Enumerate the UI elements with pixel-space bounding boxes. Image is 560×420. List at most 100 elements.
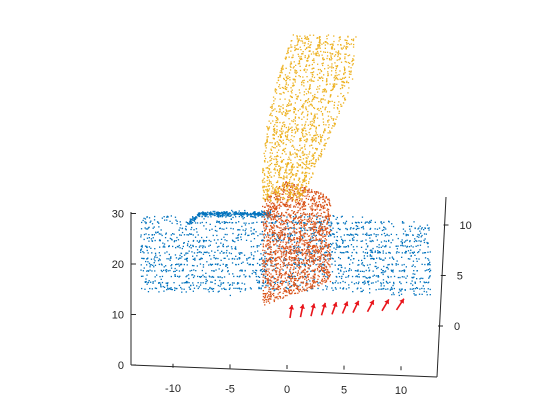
yellow-point xyxy=(335,75,336,76)
blue-point xyxy=(338,228,339,229)
yellow-point xyxy=(294,107,295,108)
orange-point xyxy=(269,302,270,303)
blue-point xyxy=(371,283,372,284)
orange-point xyxy=(327,250,328,251)
orange-point xyxy=(305,258,306,259)
blue-point xyxy=(248,223,249,224)
orange-point xyxy=(310,242,311,243)
yellow-point xyxy=(307,57,308,58)
orange-point xyxy=(307,234,308,235)
yellow-point xyxy=(270,181,271,182)
orange-point xyxy=(289,206,290,207)
blue-point xyxy=(247,263,248,264)
blue-point xyxy=(398,238,399,239)
orange-point xyxy=(271,247,272,248)
orange-point xyxy=(264,265,265,266)
yellow-point xyxy=(280,167,281,168)
yellow-point xyxy=(289,79,290,80)
blue-point xyxy=(208,289,209,290)
orange-point xyxy=(293,206,294,207)
orange-point xyxy=(299,239,300,240)
blue-point xyxy=(430,294,431,295)
yellow-point xyxy=(290,67,291,68)
blue-point xyxy=(331,223,332,224)
blue-point xyxy=(340,271,341,272)
orange-point xyxy=(304,196,305,197)
yellow-point xyxy=(335,54,336,55)
blue-point xyxy=(187,245,188,246)
orange-point xyxy=(279,186,280,187)
orange-point xyxy=(280,206,281,207)
blue-point xyxy=(352,291,353,292)
blue-point xyxy=(383,266,384,267)
orange-point xyxy=(290,246,291,247)
orange-point xyxy=(286,273,287,274)
yellow-point xyxy=(274,138,275,139)
orange-point xyxy=(288,209,289,210)
orange-point xyxy=(310,283,311,284)
yellow-point xyxy=(275,144,276,145)
orange-point xyxy=(293,272,294,273)
yellow-point xyxy=(346,40,347,41)
blue-point xyxy=(375,266,376,267)
yellow-point xyxy=(328,68,329,69)
orange-point xyxy=(289,256,290,257)
yellow-point xyxy=(287,194,288,195)
orange-point xyxy=(292,277,293,278)
orange-point xyxy=(325,229,326,230)
orange-point xyxy=(279,234,280,235)
orange-point xyxy=(322,196,323,197)
blue-point xyxy=(183,246,184,247)
yellow-point xyxy=(295,120,296,121)
blue-point xyxy=(402,243,403,244)
yellow-point xyxy=(288,47,289,48)
orange-point xyxy=(315,193,316,194)
yellow-point xyxy=(286,87,287,88)
blue-point xyxy=(352,276,353,277)
blue-point xyxy=(210,241,211,242)
blue-point xyxy=(378,289,379,290)
orange-point xyxy=(272,228,273,229)
blue-point xyxy=(143,218,144,219)
blue-point xyxy=(275,221,276,222)
yellow-point xyxy=(290,44,291,45)
blue-point xyxy=(245,232,246,233)
blue-point xyxy=(337,236,338,237)
orange-point xyxy=(307,260,308,261)
blue-point xyxy=(213,211,214,212)
blue-point xyxy=(161,264,162,265)
orange-point xyxy=(296,248,297,249)
yellow-point xyxy=(344,56,345,57)
blue-point xyxy=(186,252,187,253)
blue-point xyxy=(383,282,384,283)
blue-point xyxy=(388,241,389,242)
blue-point xyxy=(343,274,344,275)
blue-point xyxy=(200,284,201,285)
blue-point xyxy=(373,241,374,242)
yellow-point xyxy=(276,133,277,134)
blue-point xyxy=(346,221,347,222)
orange-point xyxy=(295,293,296,294)
orange-point xyxy=(301,225,302,226)
yellow-point xyxy=(287,134,288,135)
blue-point xyxy=(151,264,152,265)
blue-point xyxy=(352,238,353,239)
blue-point xyxy=(414,266,415,267)
orange-point xyxy=(321,268,322,269)
yellow-point xyxy=(318,142,319,143)
orange-point xyxy=(317,268,318,269)
yellow-point xyxy=(273,97,274,98)
yellow-point xyxy=(352,64,353,65)
blue-point xyxy=(351,255,352,256)
blue-point xyxy=(413,252,414,253)
yellow-point xyxy=(280,88,281,89)
blue-point xyxy=(336,244,337,245)
blue-point xyxy=(245,288,246,289)
blue-point xyxy=(141,258,142,259)
orange-point xyxy=(270,261,271,262)
blue-point xyxy=(187,260,188,261)
orange-point xyxy=(295,263,296,264)
blue-point xyxy=(399,270,400,271)
blue-point xyxy=(377,239,378,240)
orange-point xyxy=(327,269,328,270)
